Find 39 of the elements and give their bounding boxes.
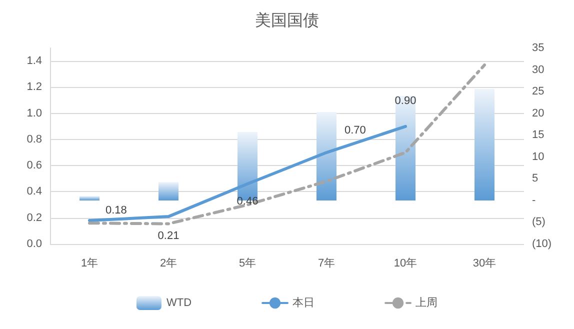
y2-tick-label: 30 [532, 64, 544, 76]
x-tick-label: 30年 [472, 258, 496, 270]
data-label: 0.70 [344, 124, 366, 137]
y-tick-label: 1.4 [26, 55, 42, 68]
data-label: 0.90 [394, 94, 416, 107]
x-tick-label: 10年 [394, 258, 418, 270]
y-tick-label: 0.8 [26, 133, 42, 146]
y2-tick-label: 5 [532, 172, 538, 185]
legend-label: 本日 [292, 296, 315, 309]
chart-title: 美国国债 [255, 12, 319, 30]
y-tick-label: 1.2 [26, 81, 42, 94]
y2-tick-label: 20 [532, 107, 544, 120]
data-label: 0.21 [158, 230, 180, 242]
x-tick-label: 7年 [318, 258, 336, 270]
y2-tick-label: 35 [532, 42, 544, 54]
y2-tick-label: 15 [532, 129, 544, 142]
bar [158, 182, 178, 200]
y2-tick-label: (10) [532, 238, 552, 250]
y-tick-label: 0.2 [26, 212, 42, 224]
legend-label: WTD [166, 297, 192, 309]
x-tick-label: 5年 [238, 258, 256, 270]
y-tick-label: 1.0 [26, 107, 42, 120]
legend-label: 上周 [416, 296, 438, 309]
x-tick-label: 2年 [160, 258, 178, 270]
y2-tick-label: (5) [532, 216, 546, 228]
line-series [88, 63, 486, 226]
bar [474, 88, 494, 200]
bar [80, 196, 100, 200]
y-tick-label: 0.6 [26, 160, 42, 172]
bar [316, 112, 336, 200]
y2-tick-label: 25 [532, 86, 544, 98]
y2-tick-label: - [532, 194, 536, 206]
y2-tick-label: 10 [532, 150, 544, 163]
y-tick-label: 0.0 [26, 238, 42, 250]
data-label: 0.18 [106, 204, 127, 216]
x-tick-label: 1年 [80, 258, 98, 270]
y-tick-label: 0.4 [26, 186, 42, 198]
line-series [88, 124, 407, 222]
bar [396, 96, 416, 200]
